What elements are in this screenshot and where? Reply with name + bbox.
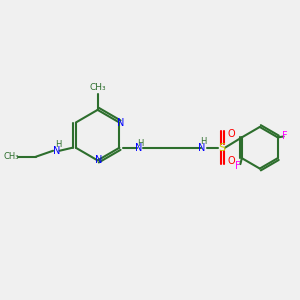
Text: O: O	[228, 156, 236, 166]
Text: O: O	[228, 129, 236, 140]
Text: S: S	[218, 143, 225, 153]
Text: N: N	[198, 143, 206, 153]
Text: H: H	[55, 140, 61, 149]
Text: N: N	[95, 155, 103, 165]
Text: F: F	[235, 160, 240, 171]
Text: N: N	[135, 143, 142, 153]
Text: F: F	[282, 131, 288, 141]
Text: CH₃: CH₃	[3, 152, 19, 161]
Text: H: H	[137, 139, 143, 148]
Text: N: N	[53, 146, 60, 156]
Text: CH₃: CH₃	[89, 83, 106, 92]
Text: N: N	[117, 118, 124, 128]
Text: H: H	[200, 137, 207, 146]
